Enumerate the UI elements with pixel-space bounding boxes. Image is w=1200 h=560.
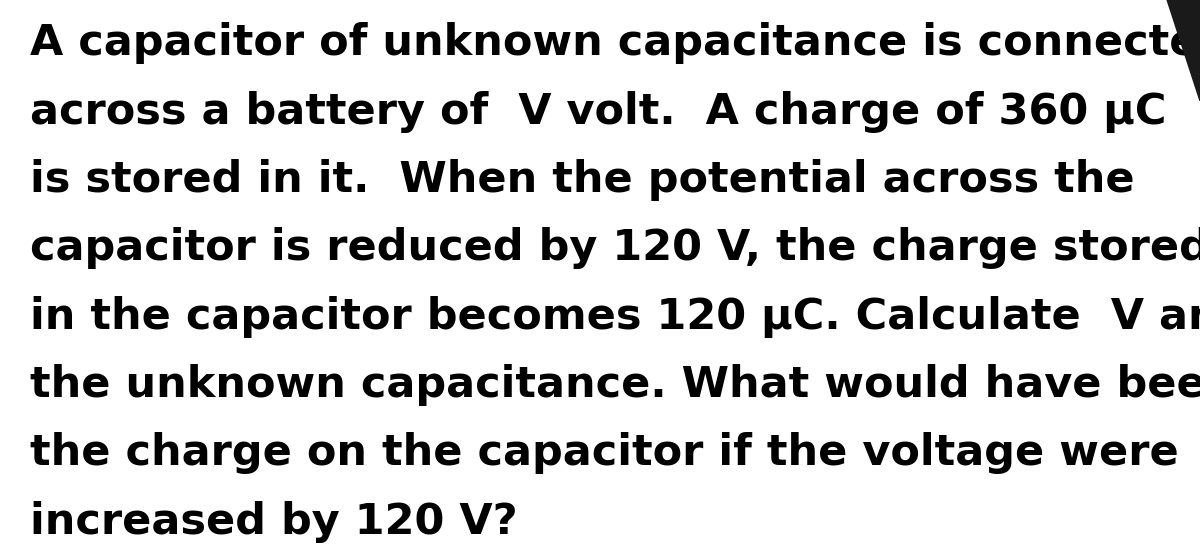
Polygon shape <box>1158 0 1200 101</box>
Text: increased by 120 V?: increased by 120 V? <box>30 501 517 543</box>
Text: in the capacitor becomes 120 μC. Calculate  V and: in the capacitor becomes 120 μC. Calcula… <box>30 296 1200 338</box>
Text: is stored in it.  When the potential across the: is stored in it. When the potential acro… <box>30 159 1135 201</box>
Text: the unknown capacitance. What would have been: the unknown capacitance. What would have… <box>30 364 1200 406</box>
Text: capacitor is reduced by 120 V, the charge stored: capacitor is reduced by 120 V, the charg… <box>30 227 1200 269</box>
Text: A capacitor of unknown capacitance is connected: A capacitor of unknown capacitance is co… <box>30 22 1200 64</box>
Text: the charge on the capacitor if the voltage were: the charge on the capacitor if the volta… <box>30 432 1178 474</box>
Text: across a battery of  V volt.  A charge of 360 μC: across a battery of V volt. A charge of … <box>30 91 1166 133</box>
